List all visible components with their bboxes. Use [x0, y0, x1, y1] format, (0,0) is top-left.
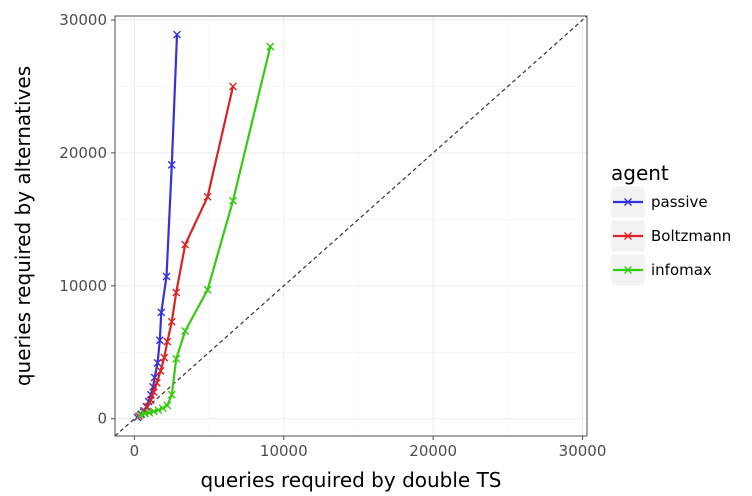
x-tick-label: 10000 — [260, 442, 308, 460]
data-point-marker — [136, 410, 145, 419]
y-tick-label: 30000 — [59, 11, 107, 29]
legend-item-boltzmann: Boltzmann — [610, 219, 731, 253]
data-point-marker — [167, 317, 176, 326]
data-point-marker — [143, 402, 152, 411]
x-tick-label: 30000 — [559, 442, 607, 460]
data-point-marker — [149, 388, 158, 397]
data-point-marker — [163, 401, 172, 410]
data-point-marker — [181, 327, 190, 335]
x-axis-title: queries required by double TS — [200, 468, 501, 492]
identity-reference-line — [115, 16, 587, 436]
data-point-marker — [163, 337, 172, 346]
data-point-marker — [203, 285, 212, 294]
data-point-marker — [167, 160, 176, 169]
data-point-marker — [172, 288, 181, 297]
legend-item-infomax: infomax — [610, 253, 712, 287]
data-point-marker — [157, 308, 166, 317]
y-tick-label: 0 — [97, 410, 107, 428]
data-point-marker — [153, 358, 162, 367]
data-point-marker — [172, 30, 181, 39]
data-point-marker — [146, 396, 155, 405]
legend-label: Boltzmann — [651, 227, 731, 245]
data-point-marker — [181, 240, 190, 249]
x-tick-label: 0 — [130, 442, 140, 460]
data-point-marker — [266, 42, 275, 51]
data-point-marker — [155, 336, 164, 345]
legend-marker — [624, 266, 632, 274]
data-point-marker — [162, 272, 171, 281]
legend: agent passive Boltzmann infomax — [610, 161, 731, 287]
data-point-marker — [158, 404, 167, 413]
data-point-marker — [152, 378, 161, 387]
data-point-marker — [203, 192, 212, 201]
series-group — [133, 30, 275, 422]
data-point-marker — [229, 196, 237, 205]
y-tick-label: 20000 — [59, 144, 107, 162]
data-point-marker — [145, 408, 154, 417]
data-point-marker — [149, 407, 158, 416]
legend-marker — [624, 198, 632, 206]
data-point-marker — [167, 390, 176, 399]
legend-title: agent — [611, 161, 669, 185]
y-tick-label: 10000 — [59, 277, 107, 295]
legend-label: infomax — [651, 261, 712, 279]
series-infomax — [136, 42, 275, 419]
reference-line-group — [115, 16, 587, 436]
x-tick-label: 20000 — [409, 442, 457, 460]
data-point-marker — [160, 353, 169, 362]
legend-marker — [624, 232, 632, 240]
legend-label: passive — [651, 193, 708, 211]
y-axis-title: queries required by alternatives — [11, 66, 35, 386]
data-point-marker — [229, 82, 237, 91]
data-point-marker — [172, 354, 181, 363]
plot-border — [114, 15, 588, 437]
data-point-marker — [154, 406, 163, 415]
legend-item-passive: passive — [610, 185, 708, 219]
data-point-marker — [156, 366, 165, 375]
axis-ticks: 0 10000 20000 30000 0 10000 20000 30000 — [59, 11, 606, 460]
